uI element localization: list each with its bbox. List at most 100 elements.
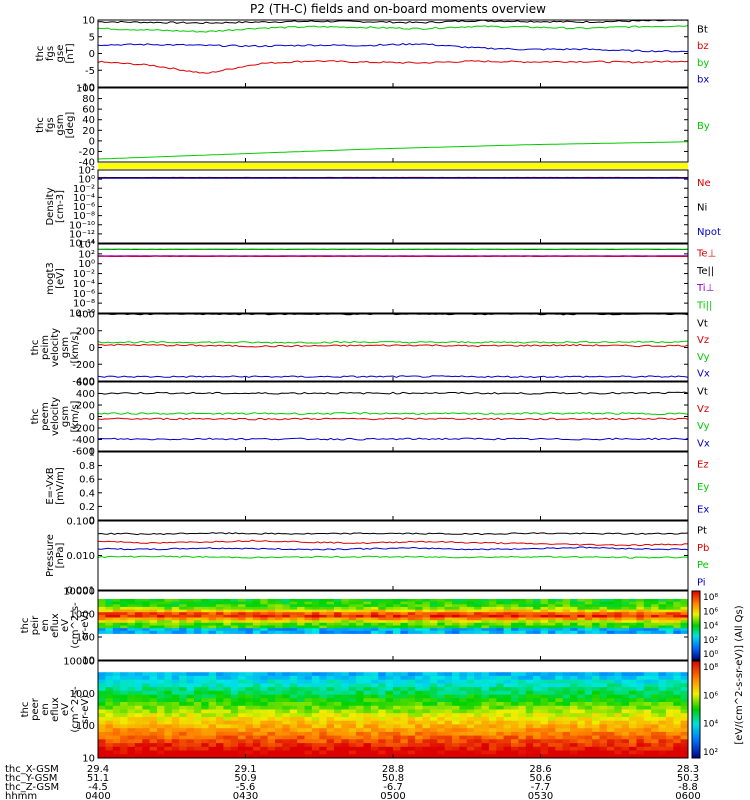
heatmap-cell bbox=[334, 746, 342, 751]
heatmap-cell bbox=[614, 690, 623, 695]
heatmap-cell bbox=[164, 731, 173, 736]
legend-Ez: Ez bbox=[697, 459, 709, 470]
heatmap-cell bbox=[459, 601, 468, 605]
heatmap-cell bbox=[171, 735, 180, 740]
heatmap-cell bbox=[157, 687, 165, 692]
heatmap-cell bbox=[157, 698, 165, 703]
heatmap-cell bbox=[680, 709, 689, 714]
quality-flag-bar bbox=[98, 163, 688, 169]
heatmap-cell bbox=[555, 614, 564, 618]
heatmap-cell bbox=[341, 750, 350, 755]
heatmap-cell bbox=[179, 609, 187, 613]
heatmap-cell bbox=[555, 743, 564, 748]
heatmap-cell bbox=[525, 709, 534, 714]
heatmap-cell bbox=[540, 601, 549, 605]
heatmap-cell bbox=[245, 724, 254, 729]
heatmap-cell bbox=[673, 620, 682, 624]
heatmap-cell bbox=[680, 687, 689, 692]
figure-title: P2 (TH-C) fields and on-board moments ov… bbox=[250, 2, 546, 16]
heatmap-cell bbox=[555, 690, 564, 695]
heatmap-cell bbox=[444, 717, 453, 722]
heatmap-cell bbox=[407, 599, 416, 603]
y-tick-label: -400 bbox=[72, 377, 95, 388]
heatmap-cell bbox=[289, 683, 298, 688]
heatmap-cell bbox=[370, 731, 379, 736]
heatmap-cell bbox=[614, 713, 623, 718]
heatmap-cell bbox=[105, 683, 114, 688]
y-tick-label: 80 bbox=[82, 94, 95, 105]
heatmap-cell bbox=[547, 672, 556, 677]
heatmap-cell bbox=[533, 694, 541, 699]
heatmap-cell bbox=[319, 628, 328, 632]
heatmap-cell bbox=[629, 609, 637, 613]
heatmap-cell bbox=[171, 612, 180, 616]
heatmap-cell bbox=[429, 728, 438, 733]
heatmap-cell bbox=[297, 728, 305, 733]
heatmap-cell bbox=[466, 698, 475, 703]
heatmap-cell bbox=[120, 672, 128, 677]
heatmap-cell bbox=[400, 614, 409, 618]
heatmap-cell bbox=[230, 724, 239, 729]
heatmap-cell bbox=[503, 746, 512, 751]
heatmap-cell bbox=[518, 604, 527, 608]
y-tick-label: -400 bbox=[72, 435, 95, 446]
heatmap-cell bbox=[459, 743, 468, 748]
heatmap-cell bbox=[415, 739, 423, 744]
heatmap-cell bbox=[429, 601, 438, 605]
heatmap-cell bbox=[606, 728, 615, 733]
heatmap-cell bbox=[481, 630, 490, 634]
heatmap-cell bbox=[120, 720, 128, 725]
heatmap-cell bbox=[488, 743, 497, 748]
heatmap-cell bbox=[437, 713, 446, 718]
heatmap-cell bbox=[304, 713, 313, 718]
heatmap-cell bbox=[356, 609, 364, 613]
y-tick-label: 10⁻¹⁰ bbox=[69, 220, 95, 231]
heatmap-cell bbox=[326, 604, 335, 608]
heatmap-cell bbox=[407, 601, 416, 605]
heatmap-cell bbox=[216, 698, 224, 703]
heatmap-cell bbox=[149, 735, 158, 740]
heatmap-cell bbox=[518, 690, 527, 695]
heatmap-cell bbox=[245, 720, 254, 725]
heatmap-cell bbox=[297, 720, 305, 725]
heatmap-cell bbox=[651, 746, 659, 751]
heatmap-cell bbox=[503, 606, 512, 610]
heatmap-cell bbox=[547, 705, 556, 710]
heatmap-cell bbox=[120, 731, 128, 736]
heatmap-cell bbox=[238, 620, 246, 624]
heatmap-cell bbox=[120, 622, 128, 626]
heatmap-cell bbox=[304, 750, 313, 755]
heatmap-cell bbox=[260, 612, 269, 616]
heatmap-cell bbox=[186, 717, 195, 722]
heatmap-cell bbox=[193, 625, 202, 629]
heatmap-cell bbox=[267, 679, 276, 684]
heatmap-cell bbox=[393, 743, 401, 748]
heatmap-cell bbox=[311, 709, 320, 714]
heatmap-cell bbox=[149, 614, 158, 618]
y-tick-label: 1000 bbox=[70, 610, 95, 621]
heatmap-cell bbox=[142, 622, 151, 626]
heatmap-cell bbox=[186, 739, 195, 744]
heatmap-cell bbox=[164, 599, 173, 603]
heatmap-cell bbox=[289, 625, 298, 629]
heatmap-cell bbox=[223, 750, 232, 755]
y-tick-label: 60 bbox=[82, 105, 95, 116]
y-axis-label-line: fgs bbox=[45, 117, 56, 132]
heatmap-cell bbox=[680, 628, 689, 632]
colorbar-tick-label: 10⁶ bbox=[703, 691, 718, 701]
heatmap-cell bbox=[665, 690, 674, 695]
heatmap-cell bbox=[341, 675, 350, 680]
heatmap-cell bbox=[363, 746, 372, 751]
heatmap-cell bbox=[223, 743, 232, 748]
heatmap-cell bbox=[540, 617, 549, 621]
heatmap-cell bbox=[636, 614, 645, 618]
heatmap-cell bbox=[304, 620, 313, 624]
heatmap-cell bbox=[157, 604, 165, 608]
heatmap-cell bbox=[142, 612, 151, 616]
heatmap-cell bbox=[643, 713, 652, 718]
panel-frame bbox=[97, 169, 689, 244]
heatmap-cell bbox=[584, 622, 593, 626]
heatmap-cell bbox=[149, 620, 158, 624]
heatmap-cell bbox=[466, 739, 475, 744]
heatmap-cell bbox=[474, 625, 482, 629]
